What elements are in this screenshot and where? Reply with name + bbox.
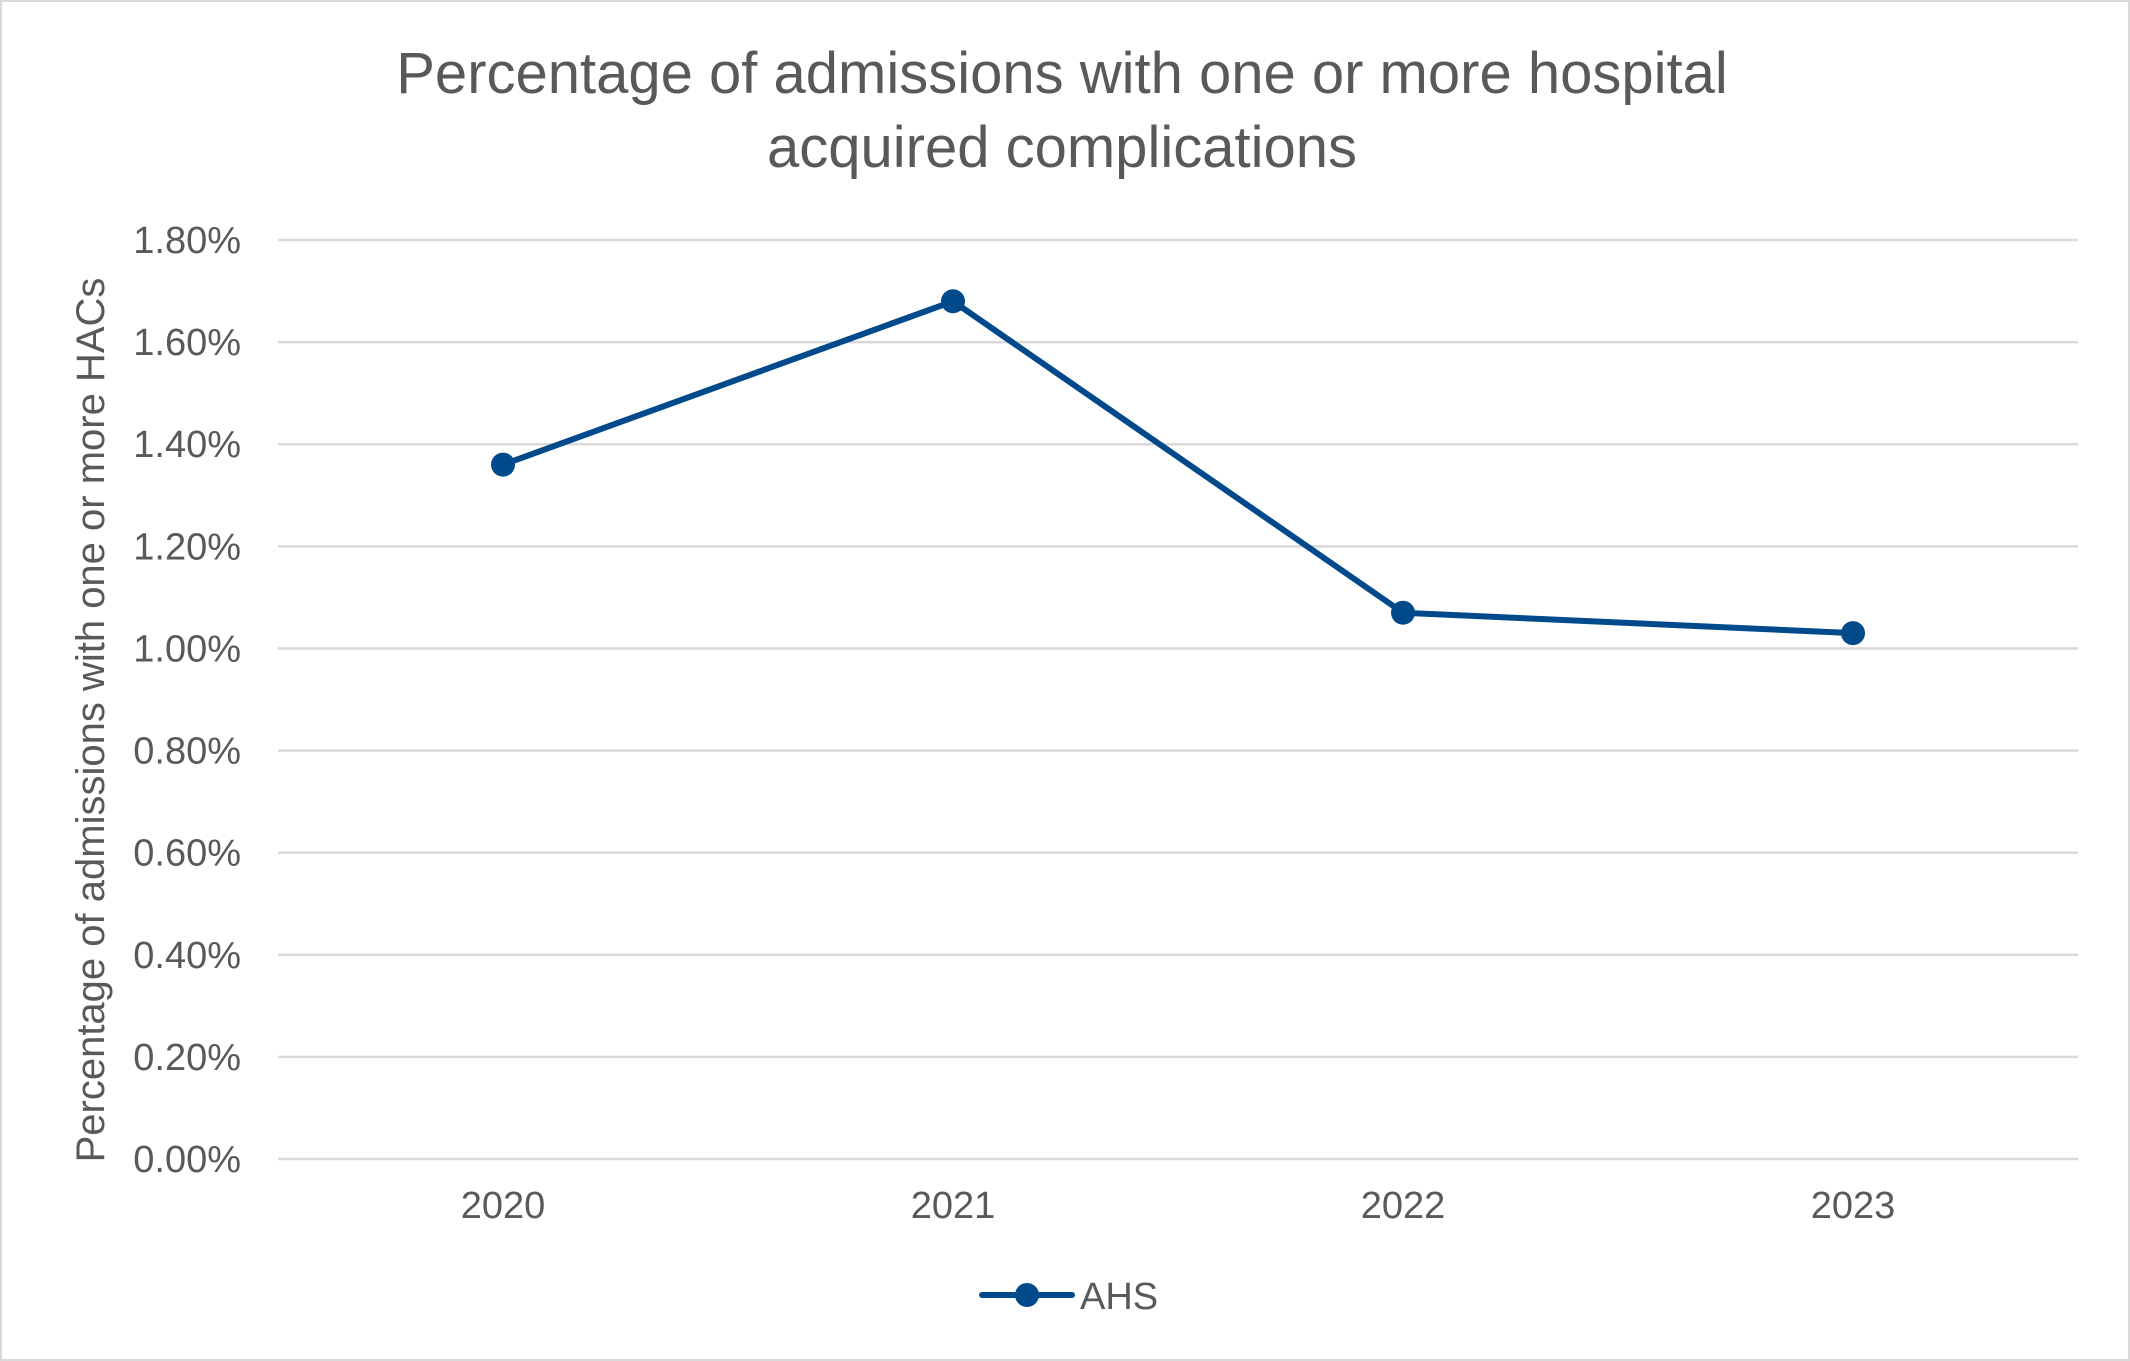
y-tick-label: 0.80% — [133, 731, 241, 773]
y-axis-title: Percentage of admissions with one or mor… — [69, 278, 113, 1163]
series-line-ahs — [500, 298, 1856, 637]
chart-title-line-1: Percentage of admissions with one or mor… — [396, 41, 1727, 106]
chart-title-line-2: acquired complications — [767, 115, 1357, 180]
y-tick-label: 1.00% — [133, 628, 241, 670]
legend[interactable]: AHS — [979, 1276, 1158, 1318]
data-point-2020[interactable] — [491, 452, 515, 477]
series-ahs — [491, 289, 1865, 646]
data-point-2021[interactable] — [941, 289, 965, 314]
y-tick-label: 1.60% — [133, 322, 241, 364]
data-point-2023[interactable] — [1841, 621, 1865, 646]
legend-marker-ahs — [1015, 1283, 1039, 1307]
y-tick-label: 0.40% — [133, 935, 241, 977]
y-tick-label: 1.80% — [133, 220, 241, 262]
y-tick-label: 0.20% — [133, 1037, 241, 1079]
y-tick-label: 1.20% — [133, 526, 241, 568]
data-point-2022[interactable] — [1391, 600, 1415, 625]
y-tick-label: 0.60% — [133, 833, 241, 875]
x-tick-label: 2020 — [461, 1185, 546, 1227]
x-tick-label: 2022 — [1361, 1185, 1446, 1227]
y-tick-label: 0.00% — [133, 1139, 241, 1181]
x-axis-ticks: 2020 2021 2022 2023 — [461, 1185, 1896, 1227]
x-tick-label: 2021 — [911, 1185, 996, 1227]
x-tick-label: 2023 — [1811, 1185, 1896, 1227]
gridlines — [278, 238, 2078, 1161]
y-axis-ticks: 0.00% 0.20% 0.40% 0.60% 0.80% 1.00% 1.20% 1.40%… — [133, 220, 241, 1181]
chart-title: Percentage of admissions with one or mor… — [396, 41, 1727, 180]
legend-label-ahs: AHS — [1080, 1276, 1158, 1318]
y-tick-label: 1.40% — [133, 424, 241, 466]
